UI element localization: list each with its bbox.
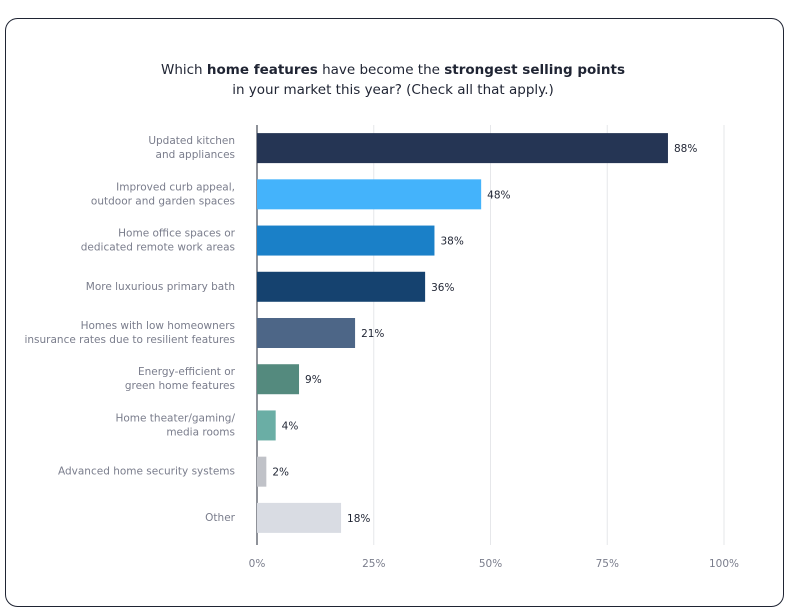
category-label-line: insurance rates due to resilient feature… <box>24 334 235 346</box>
bar <box>257 133 668 164</box>
category-label-line: green home features <box>125 380 235 392</box>
title-segment: home features <box>207 62 318 78</box>
category-label-line: Homes with low homeowners <box>81 320 235 332</box>
value-label: 4% <box>282 420 299 432</box>
title-segment: strongest selling points <box>444 62 625 78</box>
category-label: Energy-efficient or green home features <box>125 366 236 392</box>
bar <box>257 502 342 533</box>
category-label-line: and appliances <box>156 149 235 161</box>
x-tick-label: 25% <box>362 558 385 570</box>
value-label: 38% <box>440 236 463 248</box>
value-label: 88% <box>674 143 697 155</box>
category-label-line: Other <box>205 512 235 524</box>
bar <box>257 179 482 210</box>
category-label-line: Home theater/gaming/ <box>115 412 235 424</box>
category-label: Homes with low homeowners insurance rates… <box>24 320 235 346</box>
category-label-line: media rooms <box>166 426 235 438</box>
category-label: Updated kitchen and appliances <box>148 135 235 161</box>
title-segment: have become the <box>318 62 444 78</box>
category-label-line: Home office spaces or <box>118 228 236 240</box>
card <box>5 18 784 607</box>
category-label-line: Energy-efficient or <box>138 366 236 378</box>
category-label-line: Advanced home security systems <box>58 466 235 478</box>
value-label: 48% <box>487 189 510 201</box>
chart-title: Which home features have become the stro… <box>161 62 625 78</box>
category-label: Other <box>205 512 235 524</box>
x-tick-label: 100% <box>709 558 739 570</box>
bar <box>257 271 426 302</box>
category-label: Home office spaces or dedicated remote wo… <box>81 228 236 254</box>
bar <box>257 410 276 441</box>
title-segment: in your market this year? (Check all tha… <box>232 82 554 98</box>
value-label: 18% <box>347 513 370 525</box>
x-tick-label: 50% <box>479 558 502 570</box>
bar <box>257 456 267 487</box>
value-label: 9% <box>305 374 322 386</box>
value-label: 2% <box>272 467 289 479</box>
category-label: Improved curb appeal, outdoor and garden … <box>91 181 235 207</box>
category-label-line: Improved curb appeal, <box>116 181 235 193</box>
category-label: Advanced home security systems <box>58 466 235 478</box>
category-label-line: Updated kitchen <box>148 135 235 147</box>
bar <box>257 364 300 395</box>
bar <box>257 225 435 256</box>
category-label-line: dedicated remote work areas <box>81 242 235 254</box>
x-tick-label: 75% <box>596 558 619 570</box>
title-segment: Which <box>161 62 207 78</box>
category-label-line: More luxurious primary bath <box>86 281 235 293</box>
x-tick-label: 0% <box>249 558 266 570</box>
category-label: Home theater/gaming/media rooms <box>115 412 235 438</box>
value-label: 36% <box>431 282 454 294</box>
category-label: More luxurious primary bath <box>86 281 235 293</box>
value-label: 21% <box>361 328 384 340</box>
bar <box>257 318 356 348</box>
chart-title: in your market this year? (Check all tha… <box>232 82 554 98</box>
category-label-line: outdoor and garden spaces <box>91 195 235 207</box>
